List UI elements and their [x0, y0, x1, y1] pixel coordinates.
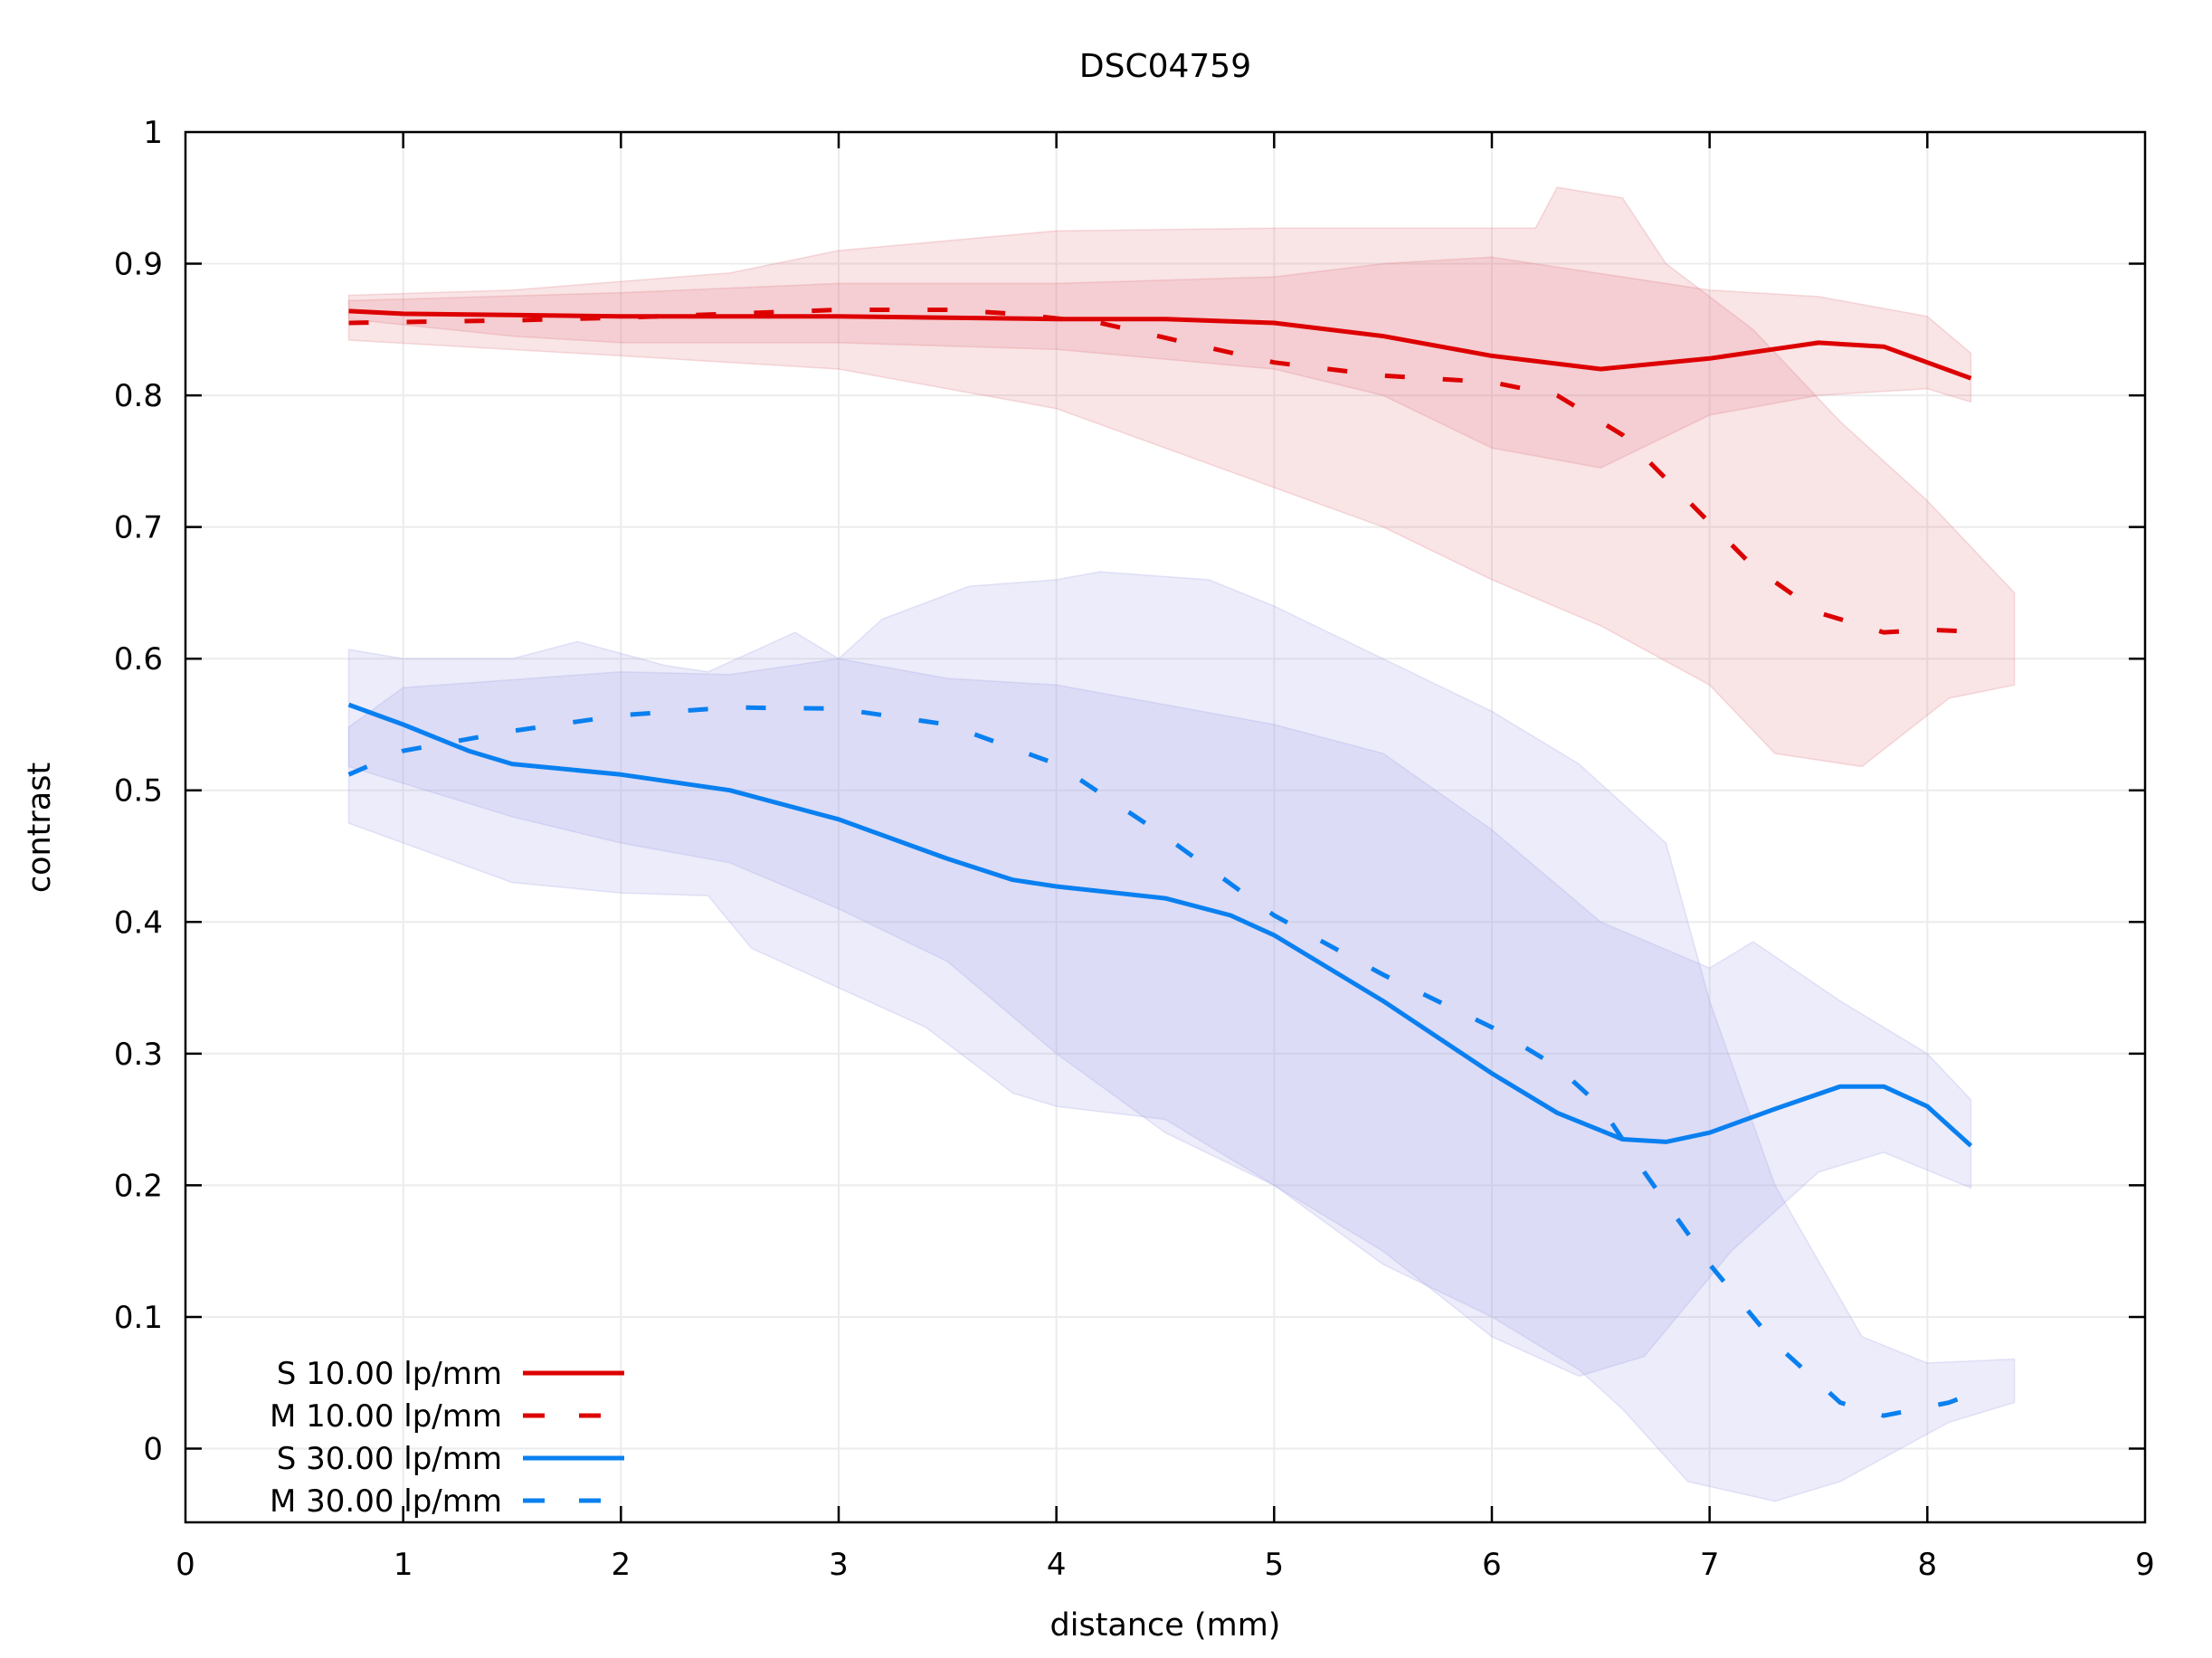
y-tick-label: 0.4 [114, 905, 163, 941]
x-tick-label: 7 [1700, 1547, 1720, 1583]
y-tick-label: 0.6 [114, 641, 163, 677]
series-line [347, 702, 1973, 1148]
x-tick-label: 9 [2135, 1547, 2155, 1583]
confidence-band [347, 571, 2016, 1502]
legend-label: S 30.00 lp/mm [277, 1441, 502, 1477]
x-axis-label: distance (mm) [1050, 1607, 1281, 1644]
y-tick-label: 0.3 [114, 1037, 163, 1073]
confidence-band [347, 186, 2016, 768]
legend: S 10.00 lp/mm M 10.00 lp/mm S 30.00 lp/mm M… [270, 1356, 624, 1520]
y-tick-label: 0.2 [114, 1168, 163, 1204]
axis-ticks: 0 1 2 3 4 5 6 7 8 9 0 0.1 0.2 0.3 0.4 0.5 0.6 0.7 0.8 0.9 1 [114, 115, 2155, 1583]
y-tick-label: 0.5 [114, 773, 163, 810]
x-tick-label: 4 [1047, 1547, 1067, 1583]
y-tick-label: 0.7 [114, 510, 163, 546]
y-tick-label: 0.9 [114, 247, 163, 283]
x-tick-label: 1 [394, 1547, 413, 1583]
y-tick-label: 1 [143, 115, 163, 151]
legend-label: M 30.00 lp/mm [270, 1483, 502, 1520]
x-tick-label: 3 [829, 1547, 849, 1583]
y-tick-label: 0 [143, 1431, 163, 1467]
legend-label: S 10.00 lp/mm [277, 1356, 502, 1392]
series-line [348, 308, 1993, 635]
x-tick-label: 5 [1265, 1547, 1285, 1583]
confidence-bands [347, 186, 2016, 1502]
series-line [347, 705, 1994, 1418]
series-lines [347, 308, 1994, 1418]
grid-lines [185, 132, 2145, 1522]
y-axis-label: contrast [22, 763, 58, 893]
x-tick-label: 0 [176, 1547, 195, 1583]
series-line [348, 308, 1972, 381]
x-tick-label: 6 [1482, 1547, 1502, 1583]
confidence-band [347, 658, 1972, 1378]
y-tick-label: 0.1 [114, 1300, 163, 1336]
x-tick-label: 2 [612, 1547, 631, 1583]
legend-label: M 10.00 lp/mm [270, 1398, 502, 1435]
y-tick-label: 0.8 [114, 378, 163, 414]
confidence-band [347, 256, 1972, 469]
plot-frame [184, 130, 2147, 1524]
x-tick-label: 8 [1918, 1547, 1938, 1583]
chart-title: DSC04759 [1079, 48, 1251, 85]
